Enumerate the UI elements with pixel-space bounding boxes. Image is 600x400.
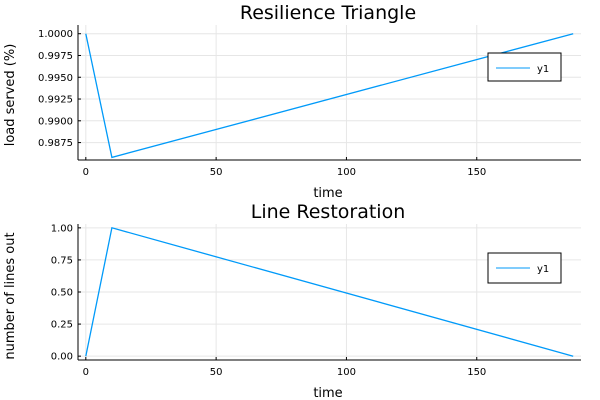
x-tick-label: 100 bbox=[337, 367, 356, 378]
y-axis-label: number of lines out bbox=[3, 232, 18, 359]
legend: y1 bbox=[487, 52, 562, 82]
axes bbox=[77, 25, 581, 161]
x-tick-label: 0 bbox=[83, 167, 89, 178]
y-tick-label: 0.25 bbox=[51, 320, 73, 331]
tick-labels: 0 50 100 150 0.9875 0.9900 0.9925 0.9950 0.9975 1… bbox=[38, 29, 486, 178]
axes bbox=[77, 224, 581, 361]
chart-resilience-triangle: Resilience Triangle 0 50 100 150 0.9875 0.990… bbox=[3, 2, 581, 201]
x-axis-label: time bbox=[313, 186, 342, 201]
grid bbox=[78, 25, 581, 160]
y-tick-label: 0.50 bbox=[51, 288, 73, 299]
x-tick-label: 0 bbox=[83, 367, 89, 378]
y-tick-label: 0.9925 bbox=[38, 95, 73, 106]
series-layer bbox=[85, 226, 574, 357]
y-tick-label: 0.9975 bbox=[38, 51, 73, 62]
series-line-y1 bbox=[85, 33, 574, 159]
y-tick-label: 0.9950 bbox=[38, 73, 73, 84]
x-axis-label: time bbox=[313, 386, 342, 400]
series-line-y1 bbox=[85, 226, 574, 357]
chart-title: Line Restoration bbox=[251, 201, 406, 223]
chart-line-restoration: Line Restoration 0 50 100 150 0.00 0.25 0.50 0.… bbox=[3, 201, 581, 400]
y-tick-label: 1.00 bbox=[51, 223, 73, 234]
y-axis-label: load served (%) bbox=[3, 44, 18, 147]
x-tick-label: 150 bbox=[467, 367, 486, 378]
y-tick-label: 0.00 bbox=[51, 352, 73, 363]
tick-labels: 0 50 100 150 0.00 0.25 0.50 0.75 1.00 bbox=[51, 223, 487, 378]
x-tick-label: 100 bbox=[337, 167, 356, 178]
chart-title: Resilience Triangle bbox=[240, 2, 416, 24]
legend-label: y1 bbox=[537, 64, 549, 75]
x-tick-label: 50 bbox=[210, 367, 223, 378]
y-tick-label: 0.9900 bbox=[38, 116, 73, 127]
legend: y1 bbox=[487, 252, 562, 284]
x-tick-label: 50 bbox=[210, 167, 223, 178]
legend-label: y1 bbox=[537, 264, 549, 275]
y-tick-label: 0.75 bbox=[51, 255, 73, 266]
legend-box bbox=[487, 52, 562, 82]
y-tick-label: 0.9875 bbox=[38, 138, 73, 149]
x-tick-label: 150 bbox=[467, 167, 486, 178]
y-tick-label: 1.0000 bbox=[38, 29, 73, 40]
grid bbox=[78, 224, 581, 360]
series-layer bbox=[85, 33, 574, 159]
